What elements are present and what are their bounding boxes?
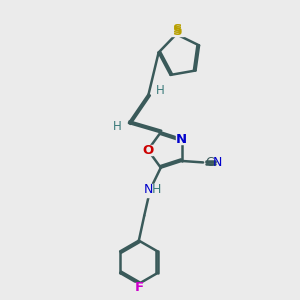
Text: N: N	[176, 133, 187, 146]
Text: N: N	[144, 183, 153, 196]
Bar	[134, 283, 143, 294]
Text: N: N	[213, 156, 222, 169]
Text: C: C	[206, 156, 214, 169]
Text: S: S	[172, 25, 182, 38]
Bar	[176, 134, 187, 145]
Bar	[171, 24, 184, 36]
Text: S: S	[172, 23, 182, 36]
Bar	[142, 184, 164, 197]
Text: F: F	[134, 281, 143, 294]
Text: O: O	[142, 143, 154, 157]
Bar	[142, 145, 153, 155]
Text: H: H	[152, 183, 161, 196]
Text: H: H	[155, 84, 164, 98]
Text: H: H	[113, 120, 122, 133]
